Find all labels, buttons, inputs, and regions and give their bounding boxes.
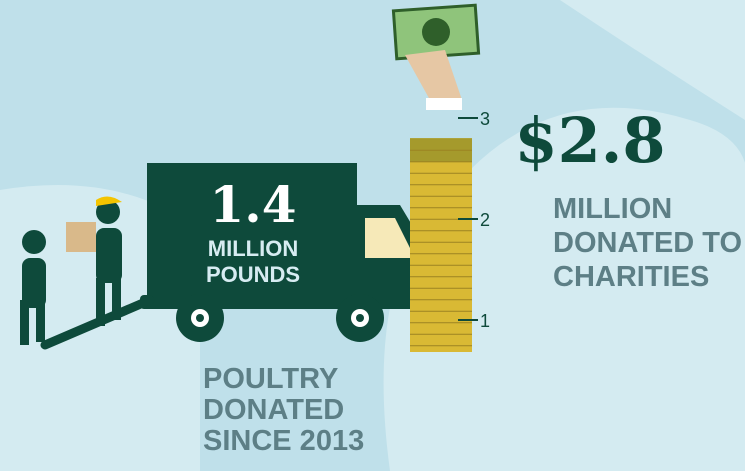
tick-label: 1 <box>480 311 490 331</box>
page: {"truck": {"amount": "1.4", "unit_lines"… <box>0 0 745 471</box>
hub <box>356 314 364 322</box>
truck-unit: MILLION <box>208 236 298 261</box>
donation-line: CHARITIES <box>553 261 709 293</box>
bill-seal <box>422 18 450 46</box>
donation-line: MILLION <box>553 193 672 225</box>
tick-label: 3 <box>480 109 490 129</box>
truck-unit: POUNDS <box>206 262 300 287</box>
box <box>66 222 96 252</box>
infographic: 123 1.4 MILLIONPOUNDSPOULTRYDONATEDSINCE… <box>0 0 745 471</box>
donation-amount: $2.8 <box>514 104 665 177</box>
hub <box>196 314 204 322</box>
caption-line: DONATED <box>203 394 344 426</box>
truck-amount: 1.4 <box>210 175 297 234</box>
cuff <box>426 98 462 110</box>
tick-label: 2 <box>480 210 490 230</box>
donation-line: DONATED TO <box>553 227 742 259</box>
caption-line: SINCE 2013 <box>203 425 364 457</box>
caption-line: POULTRY <box>203 363 338 395</box>
